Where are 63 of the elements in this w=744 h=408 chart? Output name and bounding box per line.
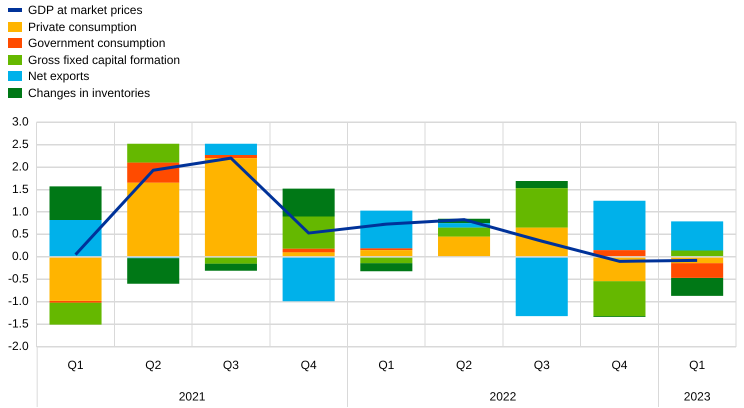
bar xyxy=(671,263,724,278)
bar xyxy=(204,258,257,264)
x-tick-label: Q1 xyxy=(689,358,706,372)
legend-label: Net exports xyxy=(28,69,90,84)
bar xyxy=(360,263,412,272)
bar xyxy=(360,210,412,248)
x-tick-label: Q4 xyxy=(611,358,628,372)
bar xyxy=(360,258,412,264)
bar xyxy=(282,258,335,302)
legend-label: Changes in inventories xyxy=(28,86,150,100)
bar xyxy=(671,250,724,256)
y-tick-label: 2.5 xyxy=(12,136,29,151)
y-tick-label: -1.5 xyxy=(8,316,29,330)
y-tick-label: 1.5 xyxy=(12,182,29,196)
x-tick-label: Q3 xyxy=(534,358,550,372)
legend-label: Private consumption xyxy=(28,20,137,34)
x-tick-label: Q1 xyxy=(68,358,84,372)
text: 2023 xyxy=(684,389,711,404)
legend-label: Government consumption xyxy=(28,36,166,50)
bar xyxy=(516,258,568,316)
bar xyxy=(516,188,568,228)
y-tick-label: -0.5 xyxy=(8,272,29,286)
bar xyxy=(438,236,490,256)
bar xyxy=(204,264,257,271)
bar xyxy=(127,258,180,284)
bar xyxy=(50,258,102,301)
bar xyxy=(593,258,646,282)
bar xyxy=(127,144,180,163)
y-tick-label: 1.0 xyxy=(12,204,29,218)
bar xyxy=(204,144,257,155)
bar xyxy=(671,278,724,296)
x-tick-label: Q3 xyxy=(222,358,240,372)
bar xyxy=(282,216,335,249)
bar xyxy=(50,186,102,220)
y-tick-label: 0.0 xyxy=(12,249,29,264)
bar xyxy=(204,158,257,256)
bar xyxy=(360,250,412,256)
bar xyxy=(438,228,490,237)
y-tick-label: -1.0 xyxy=(8,294,29,308)
bar xyxy=(671,221,724,251)
bar xyxy=(282,252,335,256)
legend-label: GDP at market prices xyxy=(28,3,142,18)
bar xyxy=(282,248,335,252)
bar xyxy=(593,250,646,256)
y-tick-label: 3.0 xyxy=(12,114,29,129)
x-tick-label: Q1 xyxy=(378,358,395,372)
bar xyxy=(282,188,335,216)
text: 2022 xyxy=(490,389,517,404)
x-tick-label: Q2 xyxy=(456,358,472,372)
y-tick-label: -2.0 xyxy=(8,338,29,353)
bar xyxy=(50,220,102,256)
x-tick-label: Q2 xyxy=(145,358,162,372)
bar xyxy=(204,154,257,158)
bar xyxy=(593,200,646,250)
bar xyxy=(127,182,180,256)
bar xyxy=(50,302,102,325)
x-tick-label: Q4 xyxy=(300,358,317,372)
text: 2021 xyxy=(178,389,206,404)
legend-label: Gross fixed capital formation xyxy=(28,52,180,67)
bar xyxy=(593,281,646,316)
bar xyxy=(516,180,568,188)
y-tick-label: 0.5 xyxy=(12,226,29,241)
y-tick-label: 2.0 xyxy=(12,159,29,174)
